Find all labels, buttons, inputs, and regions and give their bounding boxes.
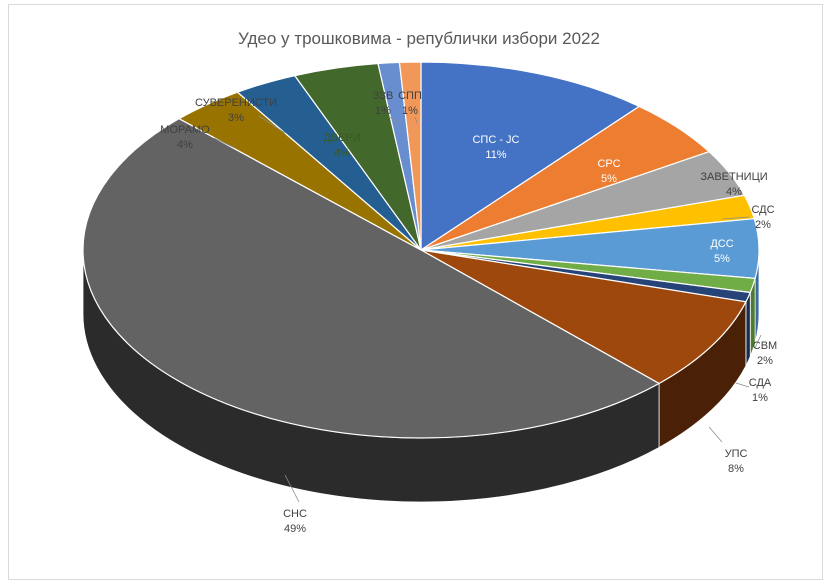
slice-label-4: ДСС xyxy=(710,238,733,250)
slice-percent-0: 11% xyxy=(485,149,506,161)
slice-label-0: СПС - ЈС xyxy=(472,134,519,146)
slice-label-7: СДА xyxy=(749,377,772,389)
pie-side-6 xyxy=(745,292,751,366)
slice-percent-2: 4% xyxy=(726,186,742,198)
slice-label-10: МОРАМО xyxy=(160,124,210,136)
leader-line-4 xyxy=(284,474,300,503)
leader-line-1 xyxy=(754,334,762,349)
slice-label-14: СПП xyxy=(398,90,422,102)
leader-line-0 xyxy=(722,216,750,220)
leader-line-7 xyxy=(388,116,402,124)
slice-percent-7: 1% xyxy=(752,392,768,404)
slice-percent-13: 1% xyxy=(375,105,391,117)
leader-line-2 xyxy=(735,382,750,388)
slice-label-11: СУВЕРЕНИСТИ xyxy=(195,97,277,109)
slice-percent-6: 2% xyxy=(757,355,773,367)
slice-percent-12: 4% xyxy=(334,147,350,159)
slice-label-9: СНС xyxy=(283,508,307,520)
slice-percent-1: 5% xyxy=(601,173,617,185)
slice-label-12: ДВЕРИ xyxy=(323,132,360,144)
slice-label-2: ЗАВЕТНИЦИ xyxy=(700,171,767,183)
leader-line-6 xyxy=(258,115,286,134)
pie-slice-0 xyxy=(420,61,641,252)
pie-chart: Удео у трошковима - републички избори 20… xyxy=(82,29,777,535)
slice-percent-11: 3% xyxy=(228,112,244,124)
chart-title: Удео у трошковима - републички избори 20… xyxy=(238,29,600,48)
slice-label-8: УПС xyxy=(725,448,748,460)
chart-frame: Удео у трошковима - републички избори 20… xyxy=(8,4,823,580)
slice-label-13: ЗЗВ xyxy=(373,90,394,102)
slice-percent-14: 1% xyxy=(402,105,418,117)
slice-percent-8: 8% xyxy=(728,463,744,475)
slice-percent-10: 4% xyxy=(177,139,193,151)
slice-percent-3: 2% xyxy=(755,219,771,231)
pie-side-walls xyxy=(82,249,760,503)
slice-percent-4: 5% xyxy=(714,253,730,265)
slice-label-6: СВМ xyxy=(753,340,777,352)
slice-labels: СПС - ЈС 11% СРС 5% ЗАВЕТНИЦИ 4% СДС 2% ДСС 5% СВМ… xyxy=(160,90,777,535)
slice-label-3: СДС xyxy=(751,204,774,216)
pie-slice-7 xyxy=(420,249,747,385)
pie-slice-9 xyxy=(82,117,661,439)
leader-lines xyxy=(213,115,762,503)
leader-line-8 xyxy=(414,116,418,124)
leader-line-5 xyxy=(213,137,236,149)
pie-top-faces xyxy=(82,61,760,439)
slice-label-1: СРС xyxy=(597,158,620,170)
pie-slice-14 xyxy=(398,61,422,251)
leader-line-3 xyxy=(708,426,723,443)
slice-percent-9: 49% xyxy=(284,523,306,535)
